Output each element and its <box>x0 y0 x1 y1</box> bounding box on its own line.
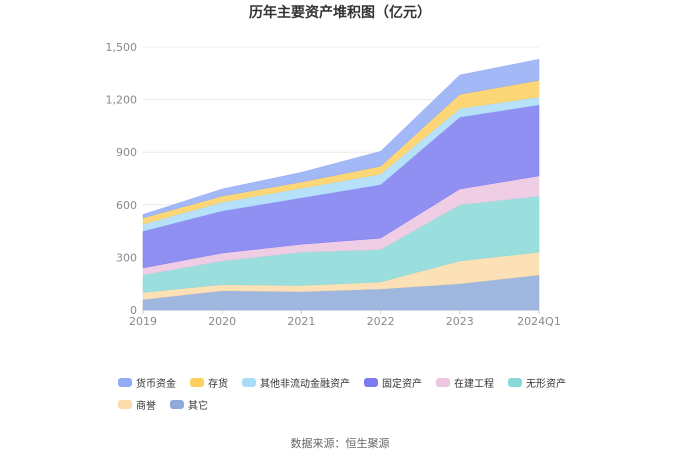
y-axis-ticks: 0 300 600 900 1,200 1,500 <box>106 41 138 317</box>
data-source: 数据来源：恒生聚源 <box>290 437 390 450</box>
legend-item[interactable]: 其他非流动金融资产 <box>242 374 350 390</box>
legend-item[interactable]: 无形资产 <box>508 374 566 390</box>
legend-item[interactable]: 货币资金 <box>118 374 176 390</box>
legend-item[interactable]: 固定资产 <box>364 374 422 390</box>
legend-swatch <box>118 399 132 409</box>
legend: 货币资金 存货 其他非流动金融资产 固定资产 在建工程 无形资产商誉 其它 <box>118 374 588 412</box>
area-series <box>142 58 540 311</box>
legend-swatch <box>508 377 522 387</box>
legend-label: 存货 <box>208 378 228 390</box>
area-货币资金[interactable] <box>142 58 540 219</box>
legend-label: 无形资产 <box>526 378 566 390</box>
x-tick-label: 2019 <box>129 315 157 328</box>
y-tick-label: 300 <box>116 251 137 264</box>
y-tick-label: 1,200 <box>106 94 138 107</box>
legend-label: 固定资产 <box>382 378 422 390</box>
x-tick-label: 2020 <box>208 315 236 328</box>
legend-swatch <box>170 399 184 409</box>
y-tick-label: 600 <box>116 199 137 212</box>
legend-item[interactable]: 在建工程 <box>436 374 494 390</box>
chart-title: 历年主要资产堆积图（亿元） <box>249 5 431 21</box>
x-tick-label: 2023 <box>446 315 474 328</box>
legend-item[interactable]: 商誉 <box>118 396 156 412</box>
legend-label: 商誉 <box>136 400 156 412</box>
legend-item[interactable]: 存货 <box>190 374 228 390</box>
legend-swatch <box>118 377 132 387</box>
y-tick-label: 0 <box>130 304 137 317</box>
x-tick-label: 2022 <box>367 315 395 328</box>
legend-item[interactable]: 其它 <box>170 396 208 412</box>
y-tick-label: 1,500 <box>106 41 138 54</box>
legend-label: 其他非流动金融资产 <box>260 378 350 390</box>
legend-label: 货币资金 <box>136 378 176 390</box>
y-tick-label: 900 <box>116 146 137 159</box>
legend-label: 其它 <box>188 400 208 412</box>
x-axis-ticks: 2019 2020 2021 2022 2023 2024Q1 <box>129 310 561 328</box>
legend-label: 在建工程 <box>454 378 494 390</box>
legend-swatch <box>364 377 378 387</box>
legend-swatch <box>436 377 450 387</box>
x-tick-label: 2024Q1 <box>517 315 561 328</box>
legend-swatch <box>190 377 204 387</box>
legend-swatch <box>242 377 256 387</box>
x-tick-label: 2021 <box>287 315 315 328</box>
